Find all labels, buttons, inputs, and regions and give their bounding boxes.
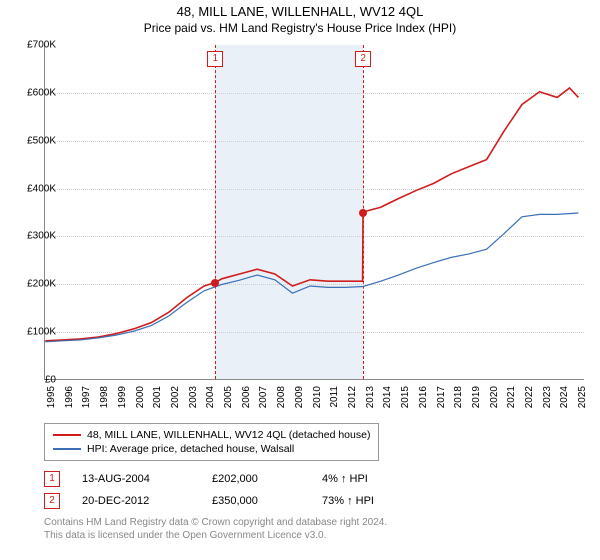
x-tick-label: 2004 bbox=[205, 386, 216, 426]
x-tick-label: 2002 bbox=[170, 386, 181, 426]
plot-area: 12 bbox=[44, 45, 584, 380]
x-tick-label: 2006 bbox=[241, 386, 252, 426]
footer-attribution: Contains HM Land Registry data © Crown c… bbox=[44, 516, 387, 542]
x-tick-label: 2021 bbox=[506, 386, 517, 426]
y-tick-label: £400K bbox=[6, 183, 56, 194]
series-hpi bbox=[45, 213, 578, 342]
x-tick-label: 2011 bbox=[329, 386, 340, 426]
x-tick-label: 2009 bbox=[294, 386, 305, 426]
y-tick-label: £0 bbox=[6, 375, 56, 386]
x-tick-label: 2020 bbox=[489, 386, 500, 426]
x-tick-label: 2003 bbox=[188, 386, 199, 426]
legend-label: HPI: Average price, detached house, Wals… bbox=[87, 443, 294, 455]
x-tick-label: 2017 bbox=[436, 386, 447, 426]
table-row: 1 13-AUG-2004 £202,000 4% ↑ HPI bbox=[44, 468, 442, 490]
sale-price: £202,000 bbox=[212, 473, 322, 485]
x-tick-label: 2005 bbox=[223, 386, 234, 426]
footer-line: This data is licensed under the Open Gov… bbox=[44, 529, 387, 542]
x-tick-label: 2019 bbox=[471, 386, 482, 426]
x-tick-label: 2024 bbox=[559, 386, 570, 426]
y-tick-label: £300K bbox=[6, 231, 56, 242]
y-tick-label: £100K bbox=[6, 327, 56, 338]
chart-title: 48, MILL LANE, WILLENHALL, WV12 4QL bbox=[0, 0, 600, 19]
x-tick-label: 2018 bbox=[453, 386, 464, 426]
x-tick-label: 2001 bbox=[152, 386, 163, 426]
sale-vs-hpi: 73% ↑ HPI bbox=[322, 495, 442, 507]
legend-label: 48, MILL LANE, WILLENHALL, WV12 4QL (det… bbox=[87, 429, 370, 441]
sale-dot bbox=[211, 279, 219, 287]
sale-date: 20-DEC-2012 bbox=[82, 495, 212, 507]
chart-subtitle: Price paid vs. HM Land Registry's House … bbox=[0, 19, 600, 37]
x-tick-label: 2013 bbox=[365, 386, 376, 426]
x-tick-label: 2008 bbox=[276, 386, 287, 426]
x-tick-label: 2014 bbox=[382, 386, 393, 426]
legend-item: 48, MILL LANE, WILLENHALL, WV12 4QL (det… bbox=[53, 428, 370, 442]
line-series bbox=[45, 45, 584, 379]
series-price_paid bbox=[45, 88, 578, 341]
x-tick-label: 2015 bbox=[400, 386, 411, 426]
sale-dot bbox=[359, 209, 367, 217]
x-tick-label: 1998 bbox=[99, 386, 110, 426]
sales-table: 1 13-AUG-2004 £202,000 4% ↑ HPI 2 20-DEC… bbox=[44, 468, 442, 512]
x-tick-label: 2007 bbox=[258, 386, 269, 426]
x-tick-label: 1996 bbox=[64, 386, 75, 426]
footer-line: Contains HM Land Registry data © Crown c… bbox=[44, 516, 387, 529]
y-tick-label: £600K bbox=[6, 87, 56, 98]
legend-item: HPI: Average price, detached house, Wals… bbox=[53, 442, 370, 456]
x-tick-label: 1995 bbox=[46, 386, 57, 426]
y-tick-label: £500K bbox=[6, 135, 56, 146]
legend-swatch bbox=[53, 434, 81, 436]
sale-marker-icon: 1 bbox=[44, 471, 60, 487]
sale-marker-icon: 2 bbox=[44, 493, 60, 509]
x-tick-label: 2025 bbox=[577, 386, 588, 426]
legend: 48, MILL LANE, WILLENHALL, WV12 4QL (det… bbox=[44, 423, 379, 461]
x-tick-label: 1997 bbox=[81, 386, 92, 426]
table-row: 2 20-DEC-2012 £350,000 73% ↑ HPI bbox=[44, 490, 442, 512]
sale-price: £350,000 bbox=[212, 495, 322, 507]
x-tick-label: 2000 bbox=[135, 386, 146, 426]
legend-swatch bbox=[53, 448, 81, 450]
x-tick-label: 2022 bbox=[524, 386, 535, 426]
sale-vs-hpi: 4% ↑ HPI bbox=[322, 473, 442, 485]
sale-flag: 2 bbox=[355, 51, 371, 67]
sale-date: 13-AUG-2004 bbox=[82, 473, 212, 485]
y-tick-label: £200K bbox=[6, 279, 56, 290]
x-tick-label: 2010 bbox=[312, 386, 323, 426]
y-tick-label: £700K bbox=[6, 40, 56, 51]
x-tick-label: 2016 bbox=[418, 386, 429, 426]
x-tick-label: 1999 bbox=[117, 386, 128, 426]
x-tick-label: 2023 bbox=[542, 386, 553, 426]
x-tick-label: 2012 bbox=[347, 386, 358, 426]
chart-container: 48, MILL LANE, WILLENHALL, WV12 4QL Pric… bbox=[0, 0, 600, 560]
sale-flag: 1 bbox=[207, 51, 223, 67]
